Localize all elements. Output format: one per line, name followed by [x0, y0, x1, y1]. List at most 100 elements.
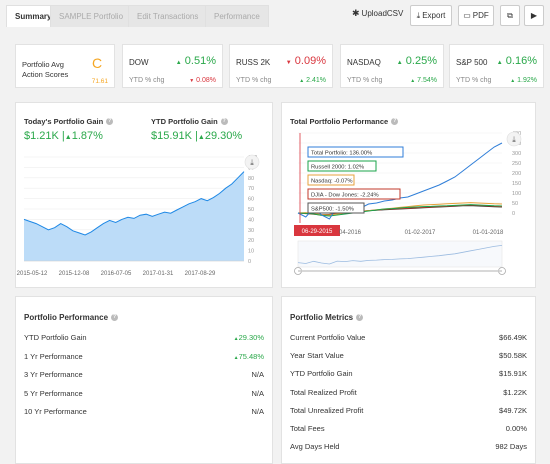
arrow-down-icon: ▼: [189, 78, 195, 84]
action-score-value: 71.61: [91, 78, 108, 85]
help-icon[interactable]: ?: [391, 118, 399, 125]
ticker-sub: YTD % chg: [129, 77, 165, 84]
row-label: 5 Yr Performance: [24, 388, 83, 398]
ticker-strip: Portfolio Avg Action Scores C 71.61 DOW …: [7, 44, 544, 96]
ytd-gain-chart[interactable]: 01020304050607080901002015-05-122015-12-…: [16, 151, 274, 286]
portfolio-metrics-panel: Portfolio Metrics? Current Portfolio Val…: [281, 296, 536, 464]
button-circle: [506, 131, 522, 147]
ticker-value: ▼ 0.09%: [285, 55, 326, 67]
y-tick-label: 150: [512, 181, 521, 187]
x-tick-label: 2016-07-05: [101, 271, 132, 277]
action-score-label: Portfolio Avg Action Scores: [22, 60, 69, 79]
row-value: N/A: [251, 370, 264, 379]
row-value: N/A: [251, 388, 264, 398]
tab-performance[interactable]: Performance: [205, 5, 269, 27]
y-tick-label: 50: [512, 201, 518, 207]
play-icon: ▶: [530, 11, 538, 20]
row-label: Total Unrealized Profit: [290, 405, 364, 415]
ticker-russ2k: RUSS 2K ▼ 0.09% YTD % chg ▲ 2.41%: [229, 44, 333, 88]
table-row: Avg Days Held 982 Days: [290, 442, 527, 454]
download-chart-button[interactable]: ⤓: [244, 154, 260, 170]
today-gain-label: Today's Portfolio Gain?: [24, 117, 114, 126]
play-button[interactable]: ▶: [524, 5, 544, 26]
window-button[interactable]: ⧉: [500, 5, 520, 26]
ticker-change: ▲ 1.92%: [510, 77, 537, 84]
navigator-frame: [297, 240, 503, 268]
ytd-gain-value: $15.91K |▲29.30%: [151, 130, 243, 142]
ticker-value: ▲ 0.25%: [396, 55, 437, 67]
ticker-name: RUSS 2K: [236, 58, 271, 67]
y-tick-label: 20: [248, 238, 254, 244]
upload-csv-button[interactable]: ✱ UploadCSV: [352, 8, 404, 18]
download-chart-button[interactable]: ⤓: [506, 131, 522, 147]
help-icon[interactable]: ?: [220, 118, 228, 125]
row-value: 982 Days: [495, 442, 527, 452]
x-tick-label: 01-02-2017: [405, 230, 436, 236]
row-label: Year Start Value: [290, 351, 344, 361]
y-tick-label: 250: [512, 161, 521, 167]
help-icon[interactable]: ?: [356, 314, 364, 321]
date-flag: [294, 225, 340, 236]
y-tick-label: 40: [248, 217, 254, 223]
portfolio-gain-panel: Today's Portfolio Gain? $1.21K |▲1.87% Y…: [15, 102, 273, 288]
ticker-sub: YTD % chg: [347, 77, 383, 84]
arrow-up-icon: ▲: [233, 336, 239, 342]
navigator-line: [297, 245, 503, 265]
legend-label: S&P500: -1.50%: [311, 207, 354, 213]
ticker-value: ▲ 0.51%: [175, 55, 216, 67]
ticker-sub: YTD % chg: [456, 77, 492, 84]
help-icon[interactable]: ?: [111, 314, 119, 321]
tab-sample-portfolio[interactable]: SAMPLE Portfolio: [50, 5, 133, 27]
ticker-dow: DOW ▲ 0.51% YTD % chg ▼ 0.08%: [122, 44, 223, 88]
table-row: Current Portfolio Value $66.49K: [290, 333, 527, 345]
help-icon[interactable]: ?: [106, 118, 114, 125]
ticker-change: ▼ 0.08%: [189, 77, 216, 84]
ticker-sub: YTD % chg: [236, 77, 272, 84]
row-label: 3 Yr Performance: [24, 370, 83, 379]
x-tick-label: 2017-08-29: [185, 271, 216, 277]
ticker-name: S&P 500: [456, 58, 488, 67]
series-line: [23, 171, 245, 236]
arrow-up-icon: ▲: [510, 78, 516, 84]
row-label: YTD Portfolio Gain: [24, 333, 87, 342]
x-tick-label: 2015-12-08: [59, 271, 90, 277]
y-tick-label: 300: [512, 151, 521, 157]
table-row: Year Start Value $50.58K: [290, 351, 527, 363]
legend-label: DJIA - Dow Jones: -2.24%: [311, 193, 379, 199]
y-tick-label: 70: [248, 186, 254, 192]
tab-edit-transactions[interactable]: Edit Transactions: [128, 5, 208, 27]
download-icon: ⤓: [250, 158, 254, 167]
total-performance-chart[interactable]: 050100150200250300350400Total Portfolio:…: [282, 129, 537, 289]
y-tick-label: 30: [248, 228, 254, 234]
ticker-value: ▲ 0.16%: [496, 55, 537, 67]
y-tick-label: 10: [248, 249, 254, 255]
row-value: N/A: [251, 407, 264, 416]
ticker-sp500: S&P 500 ▲ 0.16% YTD % chg ▲ 1.92%: [449, 44, 544, 88]
arrow-up-icon: ▲: [64, 134, 72, 141]
windows-icon: ⧉: [507, 10, 513, 20]
table-row: 1 Yr Performance ▲75.48%: [24, 352, 264, 364]
table-row: YTD Portfolio Gain ▲29.30%: [24, 333, 264, 345]
row-value: 0.00%: [505, 424, 527, 433]
row-value: ▲75.48%: [233, 351, 264, 361]
legend-item: Total Portfolio: 136.00%: [307, 146, 404, 158]
table-row: YTD Portfolio Gain $15.91K: [290, 369, 527, 381]
x-tick-label: 2015-05-12: [17, 271, 48, 277]
range-navigator: [297, 240, 503, 268]
row-value: $1.22K: [503, 387, 527, 397]
arrow-up-icon: ▲: [496, 60, 503, 66]
legend-label: Total Portfolio: 136.00%: [311, 151, 372, 157]
export-button[interactable]: ⤓ Export: [410, 5, 452, 26]
row-label: Total Realized Profit: [290, 387, 357, 397]
row-value: $49.72K: [499, 405, 527, 415]
row-label: Current Portfolio Value: [290, 333, 366, 342]
x-tick-label: 04-2016: [339, 230, 362, 236]
portfolio-metrics-title: Portfolio Metrics?: [290, 313, 364, 322]
table-row: Total Realized Profit $1.22K: [290, 388, 527, 400]
legend-box: [307, 174, 355, 186]
legend-box: [307, 202, 365, 214]
pdf-button[interactable]: ▭ PDF: [458, 5, 494, 26]
area-fill: [24, 171, 244, 261]
arrow-up-icon: ▲: [410, 78, 416, 84]
row-value: $66.49K: [499, 333, 527, 342]
